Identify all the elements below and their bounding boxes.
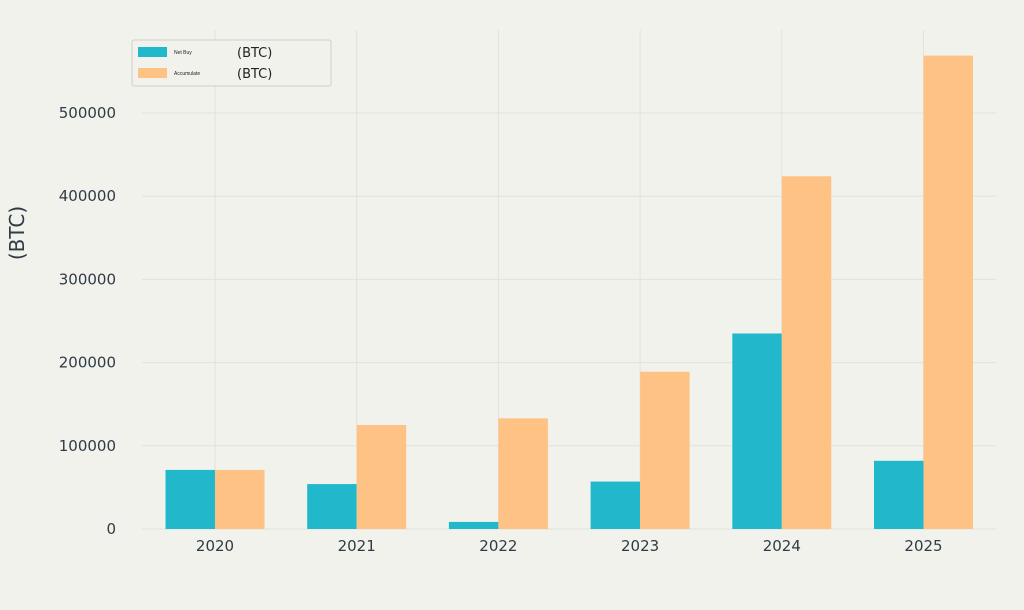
legend-unit-label: (BTC) [237,46,272,61]
bar-net-buy-2024 [732,333,782,529]
legend: Net Buy (BTC) Accumulate (BTC) [131,39,332,87]
bar-net-buy-2025 [874,460,924,529]
bars [165,55,973,529]
y-tick-label: 100000 [59,437,116,455]
x-tick-label: 2020 [196,537,234,555]
legend-label: Accumulate [174,71,200,77]
x-tick-label: 2022 [479,537,517,555]
legend-swatch [138,47,167,57]
y-tick-label: 200000 [59,354,116,372]
x-tick-label: 2021 [338,537,376,555]
legend-unit-label: (BTC) [237,67,272,82]
bar-net-buy-2020 [165,469,215,529]
bar-accumulate-2021 [356,425,407,529]
y-tick-label: 300000 [59,270,116,288]
x-axis-ticks: 2020 2021 2022 2023 2024 2025 [196,537,943,555]
legend-box [131,39,332,87]
bar-net-buy-2022 [448,521,499,529]
bar-accumulate-2023 [640,371,690,529]
legend-swatch [138,68,167,78]
x-tick-label: 2025 [904,537,942,555]
y-tick-label: 400000 [59,187,116,205]
legend-label: Net Buy [174,50,192,56]
y-tick-label: 0 [106,520,116,538]
y-tick-label: 500000 [59,104,116,122]
x-tick-label: 2024 [763,537,801,555]
bar-accumulate-2024 [781,176,832,529]
y-axis-title: (BTC) [5,206,29,260]
y-axis-ticks: 0 100000 200000 300000 400000 500000 [59,104,116,538]
bar-accumulate-2025 [923,55,973,529]
bar-accumulate-2020 [215,469,265,529]
bar-net-buy-2023 [590,481,641,529]
bar-net-buy-2021 [307,484,357,529]
bar-accumulate-2022 [498,418,548,529]
grid-lines [142,30,996,530]
x-tick-label: 2023 [621,537,659,555]
